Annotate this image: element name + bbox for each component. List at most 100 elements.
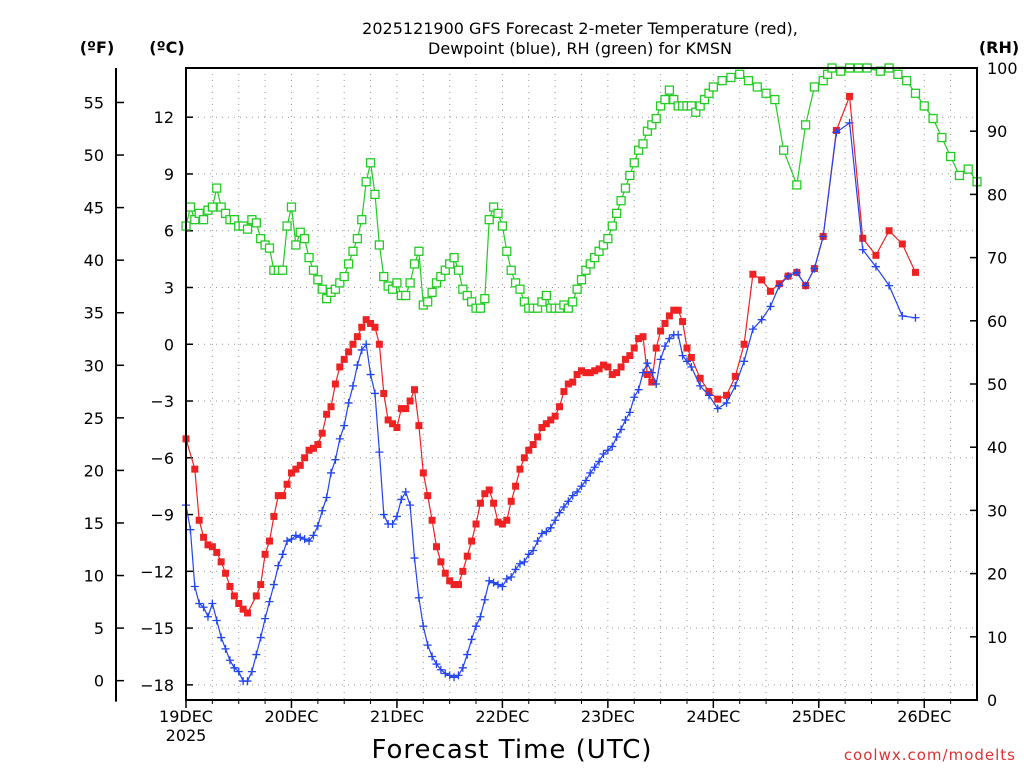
2-meter-temperature-point xyxy=(661,319,669,327)
rh-tick-label: 80 xyxy=(987,185,1007,204)
dewpoint-point xyxy=(375,448,384,457)
chart-title-line-2: Dewpoint (blue), RH (green) for KMSN xyxy=(428,39,732,58)
rh-point xyxy=(343,259,354,269)
rh-point xyxy=(620,183,631,193)
dewpoint-point xyxy=(515,559,524,568)
2-meter-temperature-point xyxy=(564,380,572,388)
2-meter-temperature-point xyxy=(468,537,476,545)
dewpoint-point xyxy=(458,663,467,672)
2-meter-temperature-point xyxy=(643,371,651,379)
x-tick-sublabel: 2025 xyxy=(166,726,207,745)
rh-point xyxy=(493,208,503,219)
celsius-tick-label: 6 xyxy=(164,222,174,241)
2-meter-temperature-point xyxy=(476,499,484,507)
2-meter-temperature-point xyxy=(244,609,252,617)
dewpoint-point xyxy=(441,669,450,678)
x-tick-label: 22DEC xyxy=(475,707,529,726)
2-meter-temperature-point xyxy=(415,422,423,430)
dewpoint-point xyxy=(564,497,573,506)
dewpoint-point xyxy=(599,450,608,459)
rh-point xyxy=(616,196,626,206)
dewpoint-point xyxy=(832,128,841,137)
2-meter-temperature-point xyxy=(318,429,326,437)
rh-point xyxy=(475,303,486,313)
2-meter-temperature-point xyxy=(314,441,322,449)
2-meter-temperature-point xyxy=(885,227,893,235)
2-meter-temperature-point xyxy=(679,318,687,326)
plot-area-frame xyxy=(185,67,978,701)
2-meter-temperature-point xyxy=(542,420,550,428)
rh-point xyxy=(212,183,222,193)
rh-point xyxy=(778,145,789,155)
dewpoint-point xyxy=(186,525,195,534)
2-meter-temperature-point xyxy=(626,352,634,360)
rh-point xyxy=(660,94,670,105)
2-meter-temperature-point xyxy=(749,270,757,278)
rh-point xyxy=(409,259,420,269)
rh-tick-label: 30 xyxy=(987,501,1007,520)
dewpoint-point xyxy=(335,434,344,443)
credit-label: coolwx.com/modelts xyxy=(844,746,1016,764)
dewpoint-point xyxy=(687,362,696,371)
2-meter-temperature-point xyxy=(432,543,440,551)
rh-point xyxy=(392,278,402,288)
rh-point xyxy=(299,233,310,244)
rh-point xyxy=(576,275,587,285)
2-meter-temperature-point xyxy=(516,465,524,473)
rh-point xyxy=(651,113,661,124)
dewpoint-point xyxy=(309,531,318,540)
fahrenheit-tick-label: 20 xyxy=(84,461,104,480)
dewpoint-point xyxy=(392,512,401,521)
dewpoint-point xyxy=(410,554,419,563)
2-meter-temperature-point xyxy=(538,424,546,432)
dewpoint-point xyxy=(454,671,463,680)
dewpoint-point xyxy=(524,550,533,559)
2-meter-temperature-point xyxy=(534,433,542,441)
rh-point xyxy=(286,202,297,212)
rh-point xyxy=(185,202,196,212)
dewpoint-point xyxy=(678,351,687,360)
celsius-tick-label: −12 xyxy=(140,562,174,581)
rh-point xyxy=(770,94,780,105)
dewpoint-point xyxy=(533,537,542,546)
rh-point xyxy=(361,177,371,187)
fahrenheit-tick-label: 5 xyxy=(94,619,104,638)
2-meter-temperature-point xyxy=(345,348,353,356)
rh-point xyxy=(449,252,459,263)
rh-tick-label: 70 xyxy=(987,249,1007,268)
dewpoint-point xyxy=(212,616,221,625)
dewpoint-point xyxy=(704,391,713,400)
rh-point xyxy=(928,113,938,124)
rh-point xyxy=(365,158,376,168)
celsius-tick-label: 0 xyxy=(164,335,174,354)
dewpoint-point xyxy=(313,521,322,530)
2-meter-temperature-point xyxy=(406,397,414,405)
2-meter-temperature-point xyxy=(525,446,533,454)
2-meter-temperature-point xyxy=(323,410,331,418)
2-meter-temperature-point xyxy=(898,240,906,248)
dewpoint-point xyxy=(748,325,757,334)
x-tick-label: 20DEC xyxy=(264,707,318,726)
2-meter-temperature-point xyxy=(683,344,691,352)
2-meter-temperature-point xyxy=(608,371,616,379)
dewpoint-point xyxy=(810,264,819,273)
dewpoint-point xyxy=(674,330,683,339)
2-meter-temperature-point xyxy=(586,369,594,377)
rh-point xyxy=(893,69,903,79)
2-meter-temperature-point xyxy=(481,490,489,498)
2-meter-temperature-point xyxy=(222,569,230,577)
2-meter-temperature-point xyxy=(217,558,225,566)
2-meter-temperature-point xyxy=(279,492,287,500)
chart-title-line-1: 2025121900 GFS Forecast 2-meter Temperat… xyxy=(362,19,798,38)
rh-point xyxy=(752,82,762,92)
rh-point xyxy=(743,75,754,86)
rh-point xyxy=(291,240,301,250)
2-meter-temperature-point xyxy=(340,355,348,363)
2-meter-temperature-point xyxy=(714,395,722,403)
2-meter-temperature-point xyxy=(389,420,397,428)
2-meter-temperature-point xyxy=(402,405,410,413)
dewpoint-point xyxy=(634,385,643,394)
2-meter-temperature-point xyxy=(349,340,357,348)
dewpoint-point xyxy=(511,565,520,574)
